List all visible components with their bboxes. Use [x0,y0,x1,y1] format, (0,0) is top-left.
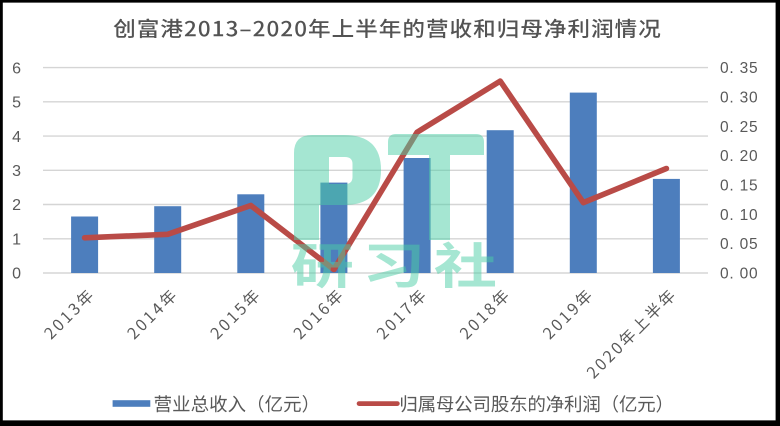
svg-text:0. 15: 0. 15 [720,178,758,195]
svg-text:0. 00: 0. 00 [720,266,758,283]
svg-text:0. 25: 0. 25 [720,119,758,136]
svg-text:0: 0 [12,266,21,283]
svg-text:6: 6 [12,60,21,77]
svg-text:1: 1 [12,232,21,249]
svg-text:2: 2 [12,197,21,214]
svg-text:0. 35: 0. 35 [720,60,758,77]
svg-text:3: 3 [12,163,21,180]
svg-text:4: 4 [12,129,21,146]
svg-text:0. 20: 0. 20 [720,148,758,165]
svg-text:0. 10: 0. 10 [720,207,758,224]
svg-text:0. 05: 0. 05 [720,236,758,253]
svg-text:5: 5 [12,95,21,112]
svg-text:0. 30: 0. 30 [720,89,758,106]
